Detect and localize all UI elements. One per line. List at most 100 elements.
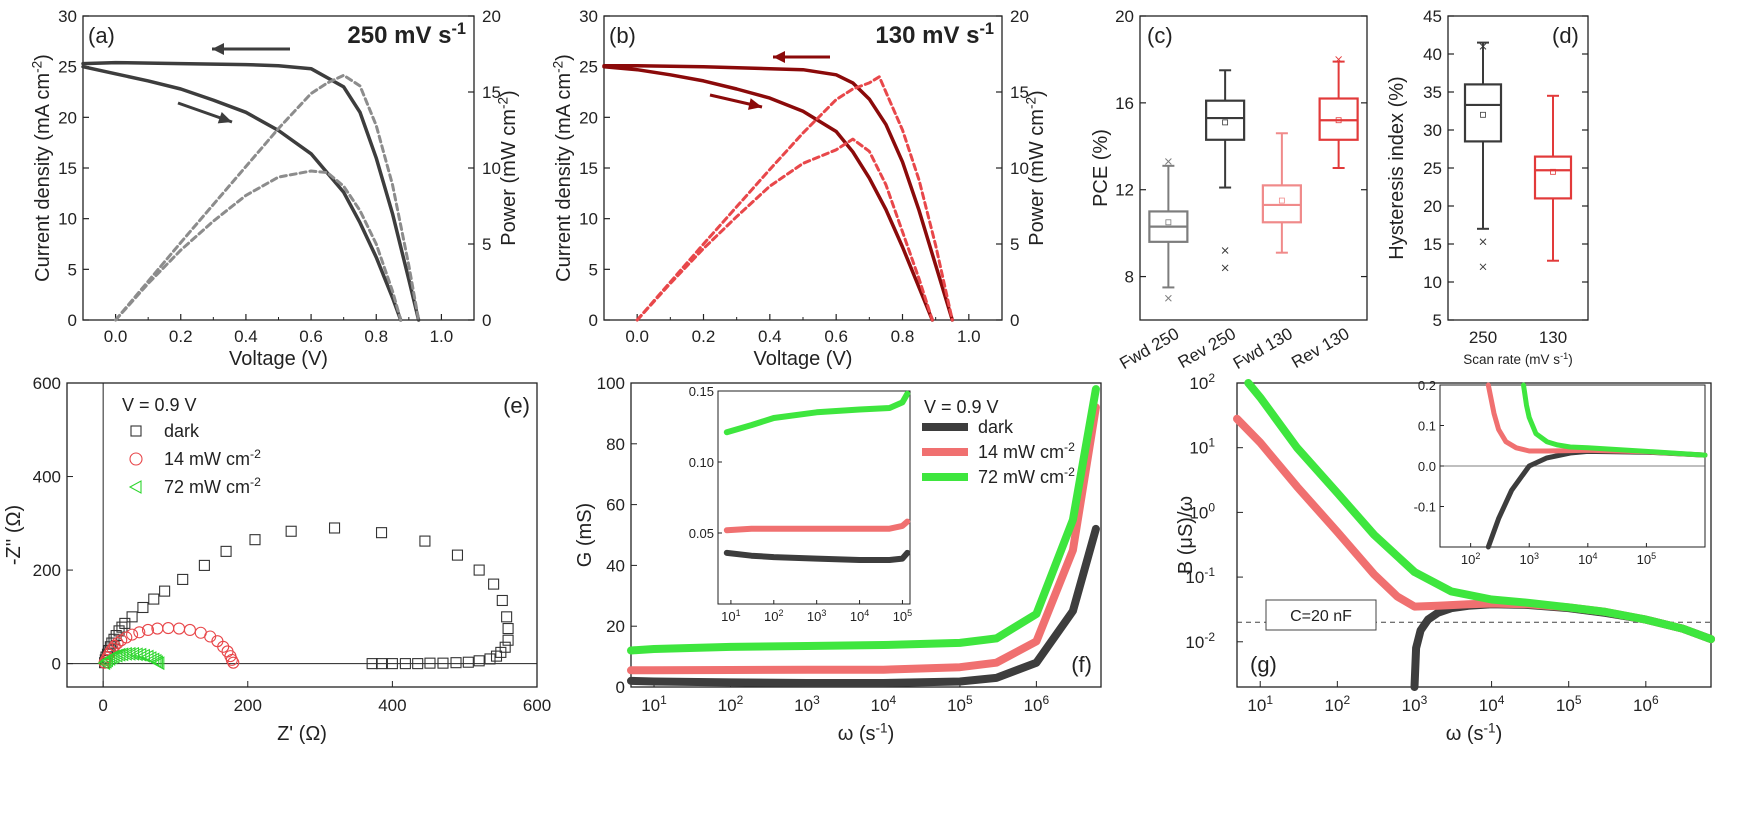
legend-marker	[129, 452, 143, 466]
marker-14	[217, 640, 230, 653]
y-tick-label: 45	[1423, 7, 1442, 26]
marker-dark	[424, 657, 436, 669]
marker-dark	[496, 594, 508, 607]
panel-c-axes	[1139, 15, 1368, 321]
panel-label: (c)	[1147, 23, 1173, 48]
y-tick-label: 200	[33, 561, 61, 580]
x-tick-label: 0.6	[824, 327, 848, 346]
y-tick-label: 16	[1115, 94, 1134, 113]
y-tick-label: 10	[58, 210, 77, 229]
series-b-0	[602, 63, 955, 322]
marker-dark	[490, 650, 503, 662]
y2-tick-label: 20	[482, 7, 501, 26]
x-tick-label: 102	[1325, 693, 1351, 715]
legend-marker	[128, 480, 142, 494]
legend-label: 72 mW cm-2	[978, 465, 1075, 487]
capacitance-annotation: C=20 nF	[1290, 608, 1352, 625]
marker-72	[151, 656, 165, 671]
x-tick-label: 104	[871, 693, 897, 715]
marker-dark	[285, 525, 297, 537]
reverse-scan-arrow-head	[212, 43, 224, 55]
legend-label: 14 mW cm-2	[164, 447, 261, 469]
y-tick-label: 100	[597, 374, 625, 393]
inset-y-tick-label: 0.1	[1418, 419, 1436, 434]
y-tick-label: 400	[33, 468, 61, 487]
y-tick-label: 30	[1423, 121, 1442, 140]
box-outlier	[1335, 56, 1342, 63]
voltage-annotation: V = 0.9 V	[122, 395, 197, 415]
marker-dark	[473, 564, 485, 576]
x-tick-label: 0.4	[758, 327, 782, 346]
legend-label: dark	[164, 421, 200, 441]
box-outlier	[1165, 294, 1172, 302]
marker-72	[109, 648, 123, 663]
reverse-scan-arrow-head	[773, 51, 785, 63]
y2-tick-label: 0	[1010, 311, 1019, 330]
y-tick-label: 15	[579, 159, 598, 178]
panel-label: (a)	[88, 23, 115, 48]
box-mean	[1550, 168, 1556, 175]
box-outlier	[1479, 43, 1487, 50]
series-b-1	[602, 64, 935, 322]
y-tick-label: 0	[589, 311, 598, 330]
marker-14	[173, 622, 186, 635]
inset-f-axes	[717, 390, 911, 605]
marker-dark	[126, 611, 138, 623]
marker-dark	[113, 625, 125, 637]
inset-y-tick-label: 0.2	[1418, 378, 1436, 393]
series-f-1	[627, 403, 1100, 675]
y-tick-label: 20	[606, 617, 625, 636]
y-tick-label: 60	[606, 496, 625, 515]
marker-dark	[450, 657, 462, 669]
y2-tick-label: 10	[1010, 159, 1029, 178]
marker-dark	[501, 611, 513, 623]
category-label: Fwd 250	[1116, 324, 1182, 373]
box-outlier	[1165, 158, 1172, 165]
y-axis-label: PCE (%)	[1090, 129, 1112, 207]
y-tick-label: 40	[606, 556, 625, 575]
x-tick-label: 0.4	[234, 327, 258, 346]
series-b-3	[635, 137, 934, 322]
marker-dark	[419, 535, 431, 547]
marker-dark	[198, 559, 210, 571]
marker-dark	[484, 653, 496, 665]
inset-series-f-2	[723, 390, 911, 436]
y-tick-label: 0	[616, 678, 625, 697]
y-tick-label: 102	[1189, 371, 1215, 393]
y-axis-label: Current density (mA cm-2)	[550, 54, 575, 282]
marker-14	[162, 622, 175, 635]
marker-dark	[137, 601, 149, 614]
x-tick-label: 0	[98, 696, 107, 715]
marker-dark	[386, 658, 398, 670]
y2-tick-label: 10	[482, 159, 501, 178]
panel-title: 250 mV s-1	[347, 20, 466, 49]
box-mean	[1480, 111, 1486, 118]
panel-label: (g)	[1250, 652, 1277, 677]
x-tick-label: 1.0	[957, 327, 981, 346]
y-tick-label: 20	[1115, 7, 1134, 26]
panel-title: 130 mV s-1	[875, 20, 994, 49]
y-tick-label: 0	[52, 655, 61, 674]
y-tick-label: 35	[1423, 83, 1442, 102]
panel-label: (d)	[1552, 23, 1579, 48]
marker-14	[227, 656, 240, 669]
y-tick-label: 5	[68, 260, 77, 279]
y-tick-label: 12	[1115, 181, 1134, 200]
y-tick-label: 10-2	[1185, 630, 1215, 652]
panel-e-axes	[66, 382, 538, 688]
x-tick-label: 0.0	[104, 327, 128, 346]
x-tick-label: 0.8	[364, 327, 388, 346]
y-axis-label: Hysteresis index (%)	[1386, 76, 1408, 259]
inset-x-tick-label: 105	[893, 608, 912, 624]
series-g-2	[1244, 379, 1715, 644]
x-tick-label: 103	[794, 693, 820, 715]
inset-x-tick-label: 103	[1519, 551, 1538, 567]
inset-x-tick-label: 103	[807, 608, 826, 624]
box-mean	[1222, 119, 1229, 126]
y2-tick-label: 5	[1010, 235, 1019, 254]
x-axis-label: Scan rate (mV s-1)	[1463, 351, 1572, 367]
inset-y-tick-label: 0.15	[689, 384, 714, 399]
panel-label: (f)	[1071, 652, 1092, 677]
inset-series-f-1	[723, 518, 911, 534]
